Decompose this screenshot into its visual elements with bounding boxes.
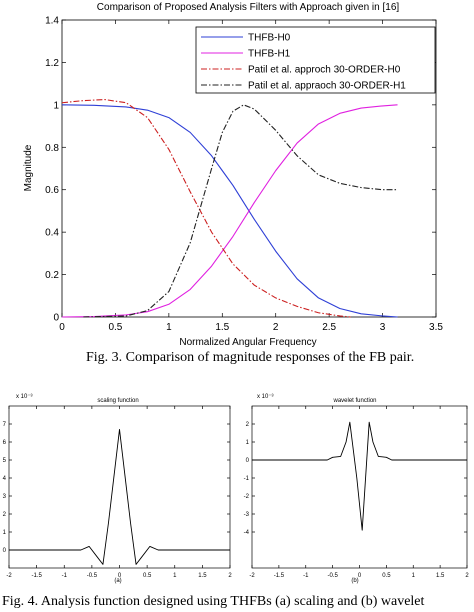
wavelet-title: wavelet function bbox=[332, 398, 376, 404]
y-tick-label: 0 bbox=[246, 458, 250, 464]
y-tick-label: -1 bbox=[244, 476, 250, 482]
x-tick-label: -1.5 bbox=[274, 573, 285, 579]
legend-label: THFB-H1 bbox=[248, 49, 291, 60]
plot-frame bbox=[61, 19, 437, 318]
x-tick-label: -2 bbox=[249, 573, 255, 579]
magnitude-response-chart: Comparison of Proposed Analysis Filters … bbox=[23, 2, 444, 348]
y-tick-label: 0.2 bbox=[45, 270, 59, 281]
y-tick-label: 1 bbox=[53, 100, 59, 111]
series-lines bbox=[61, 99, 398, 318]
y-axis: 0 0.2 0.4 0.6 0.8 1 1.2 1.4 bbox=[45, 16, 436, 324]
x-tick-label: -1 bbox=[62, 573, 68, 579]
x-tick-label: -1 bbox=[303, 573, 309, 579]
y-tick-label: 6 bbox=[3, 440, 7, 446]
x-tick-label: 3 bbox=[380, 322, 386, 333]
y-tick-label: 0 bbox=[53, 313, 59, 324]
y-tick-label: 0.4 bbox=[45, 228, 59, 239]
x-tick-label: 1 bbox=[412, 573, 416, 579]
x-tick-label: -0.5 bbox=[327, 573, 338, 579]
y-tick-label: 0.8 bbox=[45, 143, 59, 154]
x-tick-label: -2 bbox=[6, 573, 12, 579]
x-tick-label: 1 bbox=[173, 573, 177, 579]
x-tick-label: 0 bbox=[118, 573, 122, 579]
x-tick-label: 0.5 bbox=[143, 573, 152, 579]
figure-3-caption: Fig. 3. Comparison of magnitude response… bbox=[86, 350, 415, 365]
series-line-patil-et-al-approch-30-order-h0 bbox=[61, 99, 351, 318]
legend-box bbox=[195, 26, 436, 94]
x-tick-label: 2.5 bbox=[322, 322, 336, 333]
wavelet-y-axis: -4 -3 -2 -1 0 1 2 bbox=[244, 422, 467, 536]
series-line-thfb-h0 bbox=[61, 104, 398, 318]
wavelet-function-chart: x 10⁻³ wavelet function -4 -3 -2 -1 0 1 2 -2 -1… bbox=[244, 394, 470, 584]
curve-line bbox=[9, 428, 230, 565]
scaling-title: scaling function bbox=[97, 398, 138, 404]
x-tick-label: 0 bbox=[59, 322, 65, 333]
wavelet-panel-label: (b) bbox=[351, 578, 358, 584]
x-axis: 0 0.5 1 1.5 2 2.5 3 3.5 bbox=[59, 20, 443, 333]
y-tick-label: -2 bbox=[244, 494, 250, 500]
legend-label: Patil et al. appraoch 30-ORDER-H1 bbox=[248, 81, 406, 92]
wavelet-plot-frame bbox=[251, 405, 468, 569]
scaling-curve bbox=[9, 428, 230, 565]
x-tick-label: 0 bbox=[358, 573, 362, 579]
legend-label: Patil et al. approch 30-ORDER-H0 bbox=[248, 65, 401, 76]
y-tick-label: 4 bbox=[3, 476, 7, 482]
y-tick-label: 0.6 bbox=[45, 185, 59, 196]
y-tick-label: 3 bbox=[3, 494, 7, 500]
y-tick-label: 0 bbox=[3, 548, 7, 554]
y-tick-label: 2 bbox=[3, 512, 7, 518]
y-tick-label: 1.2 bbox=[45, 58, 59, 69]
scaling-y-axis: 0 1 2 3 4 5 6 7 bbox=[3, 422, 230, 554]
x-tick-label: 0.5 bbox=[382, 573, 391, 579]
y-tick-label: 1 bbox=[3, 530, 7, 536]
series-line-patil-et-al-appraoch-30-order-h1 bbox=[83, 104, 398, 318]
x-tick-label: 2 bbox=[273, 322, 279, 333]
wavelet-x-axis: -2 -1.5 -1 -0.5 0 0.5 1 1.5 2 bbox=[249, 406, 469, 579]
legend: THFB-H0 THFB-H1 Patil et al. approch 30-OR… bbox=[195, 26, 436, 94]
y-tick-label: -4 bbox=[244, 530, 250, 536]
wavelet-curve bbox=[252, 421, 467, 531]
y-axis-label: Magnitude bbox=[23, 144, 34, 191]
scaling-multiplier: x 10⁻³ bbox=[16, 394, 33, 400]
figure-4-caption: Fig. 4. Analysis function designed using… bbox=[2, 594, 425, 609]
wavelet-multiplier: x 10⁻³ bbox=[257, 394, 274, 400]
x-tick-label: -0.5 bbox=[87, 573, 98, 579]
x-tick-label: 2 bbox=[228, 573, 232, 579]
scaling-panel-label: (a) bbox=[114, 578, 121, 584]
x-axis-label: Normalized Angular Frequency bbox=[179, 337, 316, 348]
x-tick-label: -1.5 bbox=[31, 573, 42, 579]
x-tick-label: 1.5 bbox=[198, 573, 207, 579]
y-tick-label: 7 bbox=[3, 422, 7, 428]
legend-label: THFB-H0 bbox=[248, 33, 291, 44]
y-tick-label: 1 bbox=[246, 440, 250, 446]
x-tick-label: 1 bbox=[166, 322, 172, 333]
series-line-thfb-h1 bbox=[61, 104, 398, 318]
y-tick-label: 5 bbox=[3, 458, 7, 464]
x-tick-label: 1.5 bbox=[436, 573, 445, 579]
y-tick-label: 1.4 bbox=[45, 16, 59, 27]
chart-title: Comparison of Proposed Analysis Filters … bbox=[97, 2, 400, 13]
y-tick-label: -3 bbox=[244, 512, 250, 518]
x-tick-label: 1.5 bbox=[215, 322, 229, 333]
x-tick-label: 0.5 bbox=[108, 322, 122, 333]
scaling-x-axis: -2 -1.5 -1 -0.5 0 0.5 1 1.5 2 bbox=[6, 406, 232, 579]
x-tick-label: 2 bbox=[465, 573, 469, 579]
y-tick-label: 2 bbox=[246, 422, 250, 428]
curve-line bbox=[252, 421, 467, 531]
x-tick-label: 3.5 bbox=[429, 322, 443, 333]
